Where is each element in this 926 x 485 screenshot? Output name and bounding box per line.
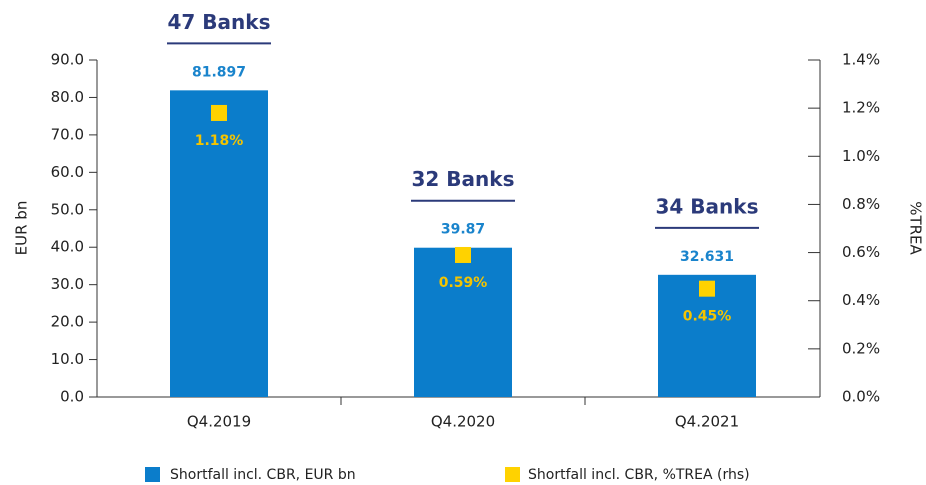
y-tick-label: 0.0 (60, 388, 84, 406)
y-tick-label: 30.0 (51, 275, 84, 293)
marker (211, 104, 227, 121)
y2-tick-label: 1.2% (842, 99, 880, 117)
legend-swatch (145, 467, 160, 482)
bank-count-annotation: 34 Banks (656, 194, 759, 218)
marker-value-label: 1.18% (195, 133, 244, 149)
y-tick-label: 60.0 (51, 163, 84, 181)
bar-value-label: 39.87 (441, 222, 485, 238)
marker (455, 246, 471, 263)
y-tick-label: 70.0 (51, 125, 84, 143)
bank-count-annotation: 32 Banks (412, 167, 515, 191)
marker-value-label: 0.59% (439, 275, 488, 291)
y2-axis-title: %TREA (907, 201, 925, 255)
y2-tick-label: 1.0% (842, 147, 880, 165)
y-tick-label: 50.0 (51, 200, 84, 218)
bar-value-label: 32.631 (680, 249, 734, 265)
x-tick-label: Q4.2019 (187, 413, 251, 431)
x-tick-label: Q4.2021 (675, 413, 739, 431)
y-axis-title: EUR bn (13, 201, 31, 256)
y2-tick-label: 0.6% (842, 243, 880, 261)
bar-value-label: 81.897 (192, 64, 246, 80)
y-tick-label: 10.0 (51, 350, 84, 368)
y2-tick-label: 0.4% (842, 291, 880, 309)
marker (699, 280, 715, 297)
bar (414, 247, 512, 397)
bar (170, 90, 268, 397)
y-tick-label: 20.0 (51, 313, 84, 331)
y-tick-label: 80.0 (51, 88, 84, 106)
marker-value-label: 0.45% (683, 309, 732, 325)
bank-count-annotation: 47 Banks (168, 10, 271, 34)
y2-tick-label: 0.8% (842, 195, 880, 213)
legend-swatch (505, 467, 520, 482)
x-tick-label: Q4.2020 (431, 413, 495, 431)
y-tick-label: 90.0 (51, 51, 84, 69)
y2-tick-label: 0.2% (842, 339, 880, 357)
y2-tick-label: 0.0% (842, 388, 880, 406)
y2-tick-label: 1.4% (842, 51, 880, 69)
legend-label: Shortfall incl. CBR, %TREA (rhs) (528, 467, 750, 483)
legend-label: Shortfall incl. CBR, EUR bn (170, 467, 356, 483)
y-tick-label: 40.0 (51, 238, 84, 256)
